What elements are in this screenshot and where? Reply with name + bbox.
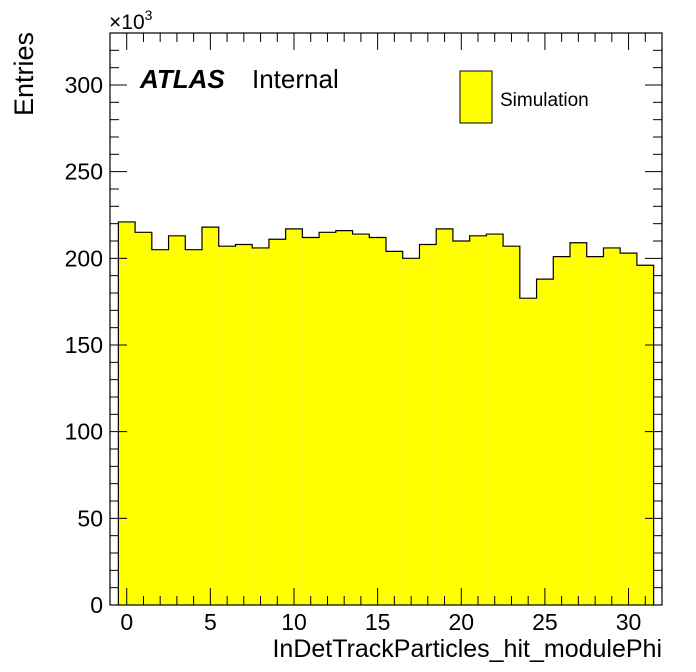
legend: Simulation xyxy=(459,70,589,124)
histogram-bin xyxy=(302,237,320,606)
histogram-bin xyxy=(636,265,654,605)
histogram-bin xyxy=(352,234,370,606)
histogram-bin xyxy=(185,249,202,605)
histogram-bin xyxy=(553,256,570,605)
histogram-bin xyxy=(436,228,453,605)
x-tick-label: 25 xyxy=(532,609,558,635)
histogram-bin xyxy=(419,244,437,605)
histogram-bin xyxy=(452,241,470,605)
histogram-bin xyxy=(536,279,554,605)
y-tick-label: 100 xyxy=(65,419,103,445)
histogram-bin xyxy=(135,232,152,606)
histogram-outline xyxy=(117,221,655,605)
histogram-bin xyxy=(252,247,269,605)
histogram-bin xyxy=(586,256,604,605)
y-tick-label: 0 xyxy=(90,592,103,618)
histogram-bin xyxy=(235,244,253,605)
legend-label-simulation: Simulation xyxy=(500,90,589,111)
axes-box xyxy=(109,32,663,606)
histogram-bin xyxy=(469,235,487,606)
x-tick-label: 0 xyxy=(120,609,133,635)
x-tick-label: 5 xyxy=(204,609,217,635)
histogram-bin xyxy=(386,251,403,605)
y-tick-label: 200 xyxy=(65,245,103,271)
internal-label: Internal xyxy=(252,64,339,94)
histogram-bin xyxy=(118,221,136,605)
histogram-bin xyxy=(335,230,353,605)
histogram-bin xyxy=(268,239,286,605)
y-axis-multiplier: ×103 xyxy=(109,7,153,34)
y-axis-ticks: 0 50 100 150 200 250 300 xyxy=(65,32,662,618)
y-tick-label: 300 xyxy=(65,72,103,98)
histogram-bin xyxy=(168,235,186,606)
histogram-bin xyxy=(519,298,537,605)
y-tick-label: 250 xyxy=(65,159,103,185)
plot-frame xyxy=(109,32,663,606)
histogram-bin xyxy=(603,247,621,605)
histogram-bin xyxy=(369,237,386,606)
x-tick-label: 20 xyxy=(448,609,474,635)
histogram-bin xyxy=(402,258,420,605)
histogram-bin xyxy=(503,246,520,605)
x-tick-label: 30 xyxy=(616,609,642,635)
y-axis-label: Entries xyxy=(9,32,39,116)
x-axis-ticks: 0 5 10 15 20 25 30 xyxy=(109,33,663,635)
x-axis-label: InDetTrackParticles_hit_modulePhi xyxy=(272,635,662,663)
histogram-bin xyxy=(620,253,637,605)
x-tick-label: 10 xyxy=(281,609,307,635)
histogram-bin xyxy=(570,242,587,605)
y-tick-label: 150 xyxy=(65,332,103,358)
histogram-bin xyxy=(218,246,236,605)
y-tick-label: 50 xyxy=(77,505,103,531)
histogram-bin xyxy=(486,234,504,606)
histogram-bin xyxy=(202,227,219,605)
histogram-bin xyxy=(285,228,303,605)
x-tick-label: 15 xyxy=(365,609,391,635)
histogram-bin xyxy=(319,232,336,606)
legend-swatch-simulation xyxy=(459,70,493,124)
atlas-label: ATLAS xyxy=(139,64,225,94)
histogram-bars xyxy=(117,221,655,606)
histogram-bin xyxy=(151,249,169,605)
